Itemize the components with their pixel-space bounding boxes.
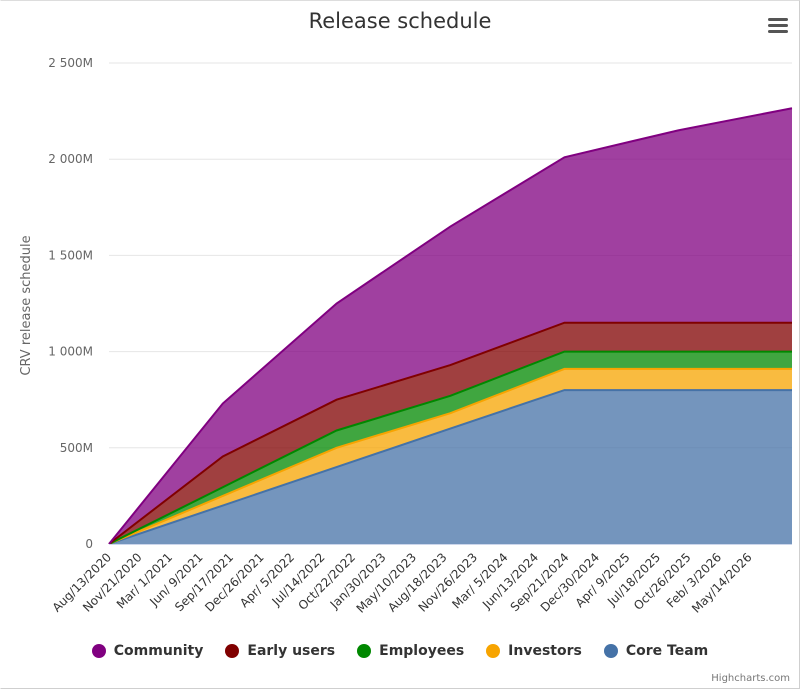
- legend-marker-icon: [225, 644, 240, 658]
- area-early-users[interactable]: [109, 322, 792, 544]
- y-axis-title: CRV release schedule: [19, 235, 34, 375]
- legend-label: Core Team: [625, 643, 709, 659]
- legend-marker-icon: [91, 644, 106, 658]
- series-line-early-users[interactable]: [108, 321, 792, 545]
- hamburger-menu-icon[interactable]: [767, 16, 789, 38]
- legend-marker-icon: [357, 644, 372, 658]
- series-line-investors[interactable]: [108, 367, 792, 545]
- area-chart: 0 500M 1 000M 1 500M 2 000M 2 500M CRV release…: [19, 56, 793, 616]
- y-tick-label: 2 000M: [48, 152, 93, 166]
- legend-marker-icon: [603, 644, 618, 658]
- legend-label: Employees: [379, 643, 465, 659]
- series-line-community[interactable]: [108, 107, 793, 545]
- menu-bar: [768, 24, 788, 27]
- credits-link[interactable]: Highcharts.com: [711, 673, 790, 684]
- chart-title: Release schedule: [308, 9, 492, 33]
- menu-bar: [768, 18, 788, 21]
- legend: Community Early users Employees Investors Co…: [1, 643, 799, 659]
- y-tick-label: 0: [85, 537, 93, 551]
- legend-label: Early users: [247, 643, 336, 659]
- y-tick-label: 2 500M: [48, 56, 93, 70]
- menu-bar: [768, 30, 788, 33]
- legend-label: Investors: [508, 643, 582, 659]
- area-investors[interactable]: [109, 368, 792, 544]
- area-community[interactable]: [109, 108, 792, 545]
- legend-item-early-users[interactable]: Early users: [225, 643, 335, 659]
- series-line-core-team[interactable]: [108, 389, 792, 545]
- legend-marker-icon: [486, 644, 501, 658]
- legend-item-investors[interactable]: Investors: [486, 643, 582, 659]
- legend-item-community[interactable]: Community: [91, 643, 204, 659]
- y-tick-label: 1 000M: [48, 345, 93, 359]
- legend-item-core-team[interactable]: Core Team: [603, 643, 709, 659]
- legend-label: Community: [113, 643, 204, 659]
- legend-item-employees[interactable]: Employees: [357, 643, 464, 659]
- y-tick-label: 1 500M: [48, 248, 93, 262]
- area-core-team[interactable]: [109, 390, 792, 544]
- series-line-employees[interactable]: [108, 350, 792, 545]
- y-tick-label: 500M: [60, 441, 93, 455]
